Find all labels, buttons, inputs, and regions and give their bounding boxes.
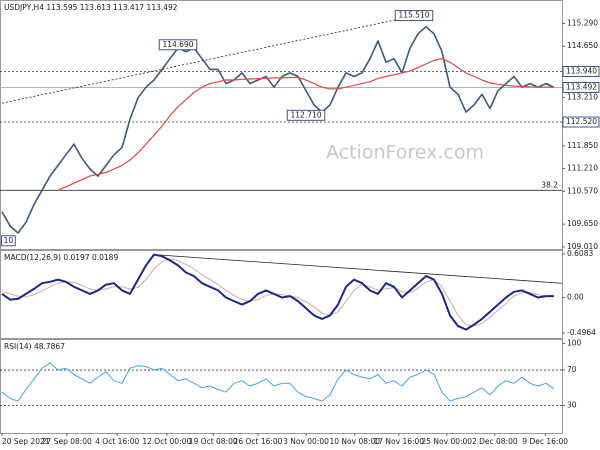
panel-title: MACD(12,26,9) 0.0197 0.0189 [4, 253, 118, 262]
y-tick-label: 114.650 [567, 41, 598, 50]
level-label: 112.520 [566, 117, 597, 126]
level-box [562, 66, 600, 77]
x-tick-label: 3 Nov 00:00 [283, 437, 329, 446]
annotation-box [286, 109, 326, 121]
y-tick-label: 111.210 [567, 164, 598, 173]
x-tick-label: 4 Oct 16:00 [95, 437, 139, 446]
y-tick-label: 0.6083 [567, 249, 593, 258]
panel-title: RSI(14) 48.7867 [4, 342, 65, 351]
series-line [1, 253, 554, 331]
panel [0, 0, 563, 250]
series-line [1, 25, 555, 234]
level-label: 38.2 [541, 180, 558, 189]
x-tick-label: 26 Oct 16:00 [234, 437, 283, 446]
panel-title: USDJPY,H4 113.595 113.613 113.417 113.49… [4, 3, 178, 12]
annotation-box [1, 235, 16, 247]
trendline [153, 254, 563, 284]
annotation: 115.510 [398, 11, 429, 20]
y-tick-label: 0.00 [567, 293, 584, 302]
x-tick-label: 19 Oct 08:00 [189, 437, 238, 446]
x-tick-label: 12 Oct 00:00 [142, 437, 191, 446]
annotation-box [394, 10, 434, 22]
series-line [1, 362, 555, 402]
panel [0, 250, 563, 339]
level-box [562, 82, 600, 93]
annotation: 10 [4, 236, 14, 245]
annotation: 114.690 [162, 40, 193, 49]
y-tick-label: 109.650 [567, 219, 598, 228]
y-tick-label: 70 [567, 365, 577, 374]
annotation: 112.710 [290, 110, 321, 119]
x-tick-label: 25 Nov 00:00 [422, 437, 473, 446]
series-line [1, 258, 554, 327]
y-tick-label: 115.290 [567, 18, 598, 27]
x-tick-label: 10 Nov 08:00 [330, 437, 381, 446]
x-tick-label: 20 Sep 2021 [2, 437, 50, 446]
y-tick-label: -0.4964 [567, 328, 596, 337]
x-tick-label: 9 Dec 16:00 [522, 437, 568, 446]
watermark: ActionForex.com [326, 142, 484, 164]
y-tick-label: 30 [567, 401, 577, 410]
x-tick-label: 17 Nov 16:00 [374, 437, 425, 446]
level-label: 113.940 [566, 66, 597, 75]
x-tick-label: 2 Dec 08:00 [472, 437, 518, 446]
level-box [562, 116, 600, 128]
y-tick-label: 109.010 [567, 242, 598, 251]
y-tick-label: 100 [567, 338, 582, 347]
level-label: 113.492 [566, 82, 597, 91]
y-tick-label: 111.850 [567, 141, 598, 150]
series-line [57, 58, 554, 191]
y-tick-label: 113.210 [567, 92, 598, 101]
y-tick-label: 110.570 [567, 186, 598, 195]
annotation-box [158, 39, 198, 51]
x-tick-label: 27 Sep 08:00 [42, 437, 92, 446]
panel [0, 339, 563, 434]
